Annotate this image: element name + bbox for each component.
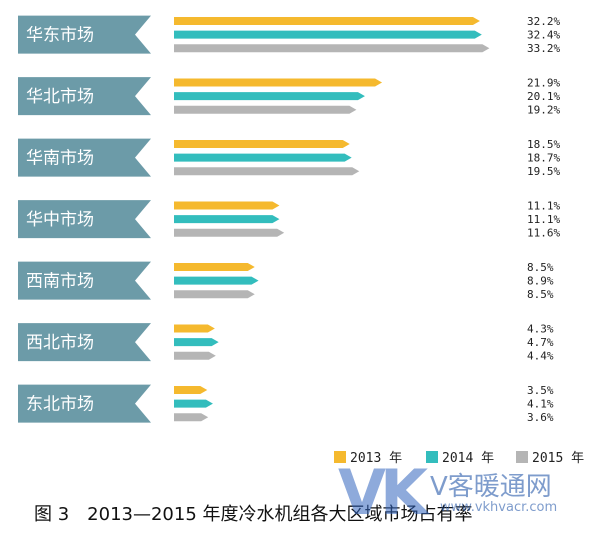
category-ribbon [18,77,151,116]
legend-label: 2013 年 [350,451,402,466]
data-label: 11.6% [527,227,560,240]
bar [174,17,480,25]
data-label: 8.5% [527,288,554,301]
data-label: 8.5% [527,261,554,274]
data-label: 4.4% [527,350,554,363]
legend-label: 2015 年 [532,451,584,466]
bar [174,30,482,39]
bar [174,338,219,347]
category-ribbon [18,15,151,54]
data-label: 32.4% [527,29,560,42]
data-label: 3.6% [527,411,554,424]
category-ribbon [18,384,151,423]
bar [174,167,360,176]
bar [174,263,255,271]
category-ribbon [18,323,151,362]
bar [174,215,280,224]
data-label: 11.1% [527,200,560,213]
bar [174,351,216,360]
bar [174,105,357,114]
category-label: 西北市场 [26,333,94,353]
data-label: 3.5% [527,384,554,397]
bar [174,140,350,148]
category-label: 西南市场 [26,272,94,292]
bar [174,413,209,422]
bar [174,153,352,162]
data-label: 19.5% [527,165,560,178]
bar [174,386,208,394]
category-ribbon [18,261,151,300]
data-label: 4.1% [527,398,554,411]
legend-swatch [516,451,528,463]
category-label: 华北市场 [26,87,94,107]
legend-swatch [426,451,438,463]
bar [174,44,490,53]
watermark-name: V客暖通网 [430,472,552,502]
data-label: 20.1% [527,90,560,103]
bar [174,276,259,285]
bar [174,228,285,237]
data-label: 32.2% [527,15,560,28]
category-ribbon [18,200,151,239]
data-label: 18.7% [527,152,560,165]
bar [174,324,215,333]
category-label: 东北市场 [26,395,94,415]
bar [174,78,383,87]
category-label: 华东市场 [26,26,94,46]
bar [174,92,365,101]
legend-swatch [334,451,346,463]
bar [174,201,280,210]
category-label: 华中市场 [26,210,94,230]
data-label: 4.7% [527,336,554,349]
data-label: 21.9% [527,77,560,90]
data-label: 4.3% [527,323,554,336]
data-label: 18.5% [527,138,560,151]
legend-label: 2014 年 [442,451,494,466]
bar [174,399,213,408]
watermark-logo: VK V客暖通网 www.vkhvacr.com [338,458,600,533]
bar [174,290,255,299]
watermark-url: www.vkhvacr.com [440,500,558,515]
data-label: 8.9% [527,275,554,288]
category-label: 华南市场 [26,149,94,169]
data-label: 19.2% [527,104,560,117]
figure-caption: 图 3 2013—2015 年度冷水机组各大区域市场占有率 [34,504,473,525]
category-ribbon [18,138,151,177]
watermark-mark: VK [338,456,428,529]
data-label: 33.2% [527,42,560,55]
data-label: 11.1% [527,213,560,226]
